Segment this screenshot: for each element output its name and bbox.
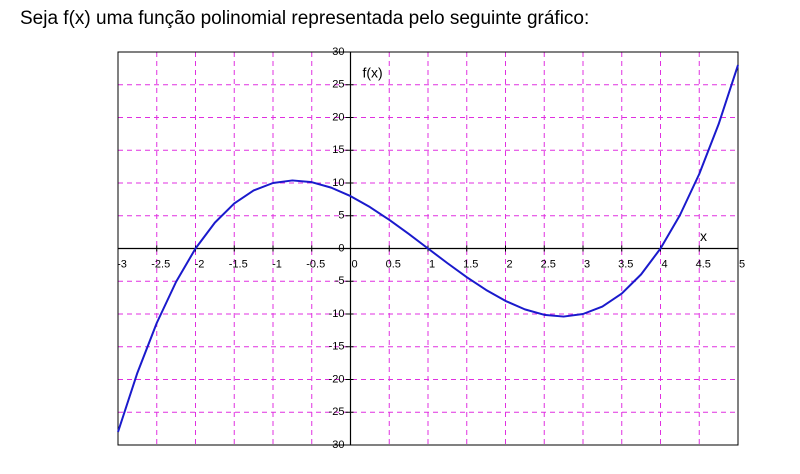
x-tick-label: 2: [506, 258, 512, 270]
x-tick-label: -1: [272, 258, 282, 270]
x-tick-label: -2: [195, 258, 205, 270]
chart-title: Seja f(x) uma função polinomial represen…: [20, 8, 589, 29]
x-tick-label: 0: [351, 258, 357, 270]
x-tick-label: -0.5: [306, 258, 325, 270]
y-tick-label: 25: [332, 79, 344, 91]
x-tick-label: 1.5: [463, 258, 478, 270]
y-axis-label: f(x): [363, 65, 383, 81]
x-tick-label: 4: [661, 258, 667, 270]
x-tick-label: 2.5: [541, 258, 556, 270]
y-tick-label: 10: [332, 177, 344, 189]
y-tick-label: 30: [332, 46, 344, 58]
y-tick-label: 5: [338, 210, 344, 222]
x-tick-label: 4.5: [696, 258, 711, 270]
y-tick-label: -25: [329, 406, 345, 418]
x-tick-label: 3: [584, 258, 590, 270]
y-tick-label: 0: [338, 242, 344, 254]
y-tick-label: -10: [329, 308, 345, 320]
x-tick-label: 3.5: [618, 258, 633, 270]
y-tick-label: -20: [329, 373, 345, 385]
y-tick-label: 15: [332, 144, 344, 156]
x-tick-label: 0.5: [386, 258, 401, 270]
y-tick-label: -5: [335, 275, 345, 287]
x-tick-label: -1.5: [229, 258, 248, 270]
y-tick-label: -15: [329, 341, 345, 353]
y-tick-label: -30: [329, 439, 345, 451]
x-tick-label: 1: [429, 258, 435, 270]
x-axis-label: x: [700, 228, 707, 244]
x-tick-label: -3: [117, 258, 127, 270]
x-tick-label: -2.5: [151, 258, 170, 270]
function-curve: [117, 64, 739, 433]
y-tick-label: 20: [332, 111, 344, 123]
x-tick-label: 5: [739, 258, 745, 270]
